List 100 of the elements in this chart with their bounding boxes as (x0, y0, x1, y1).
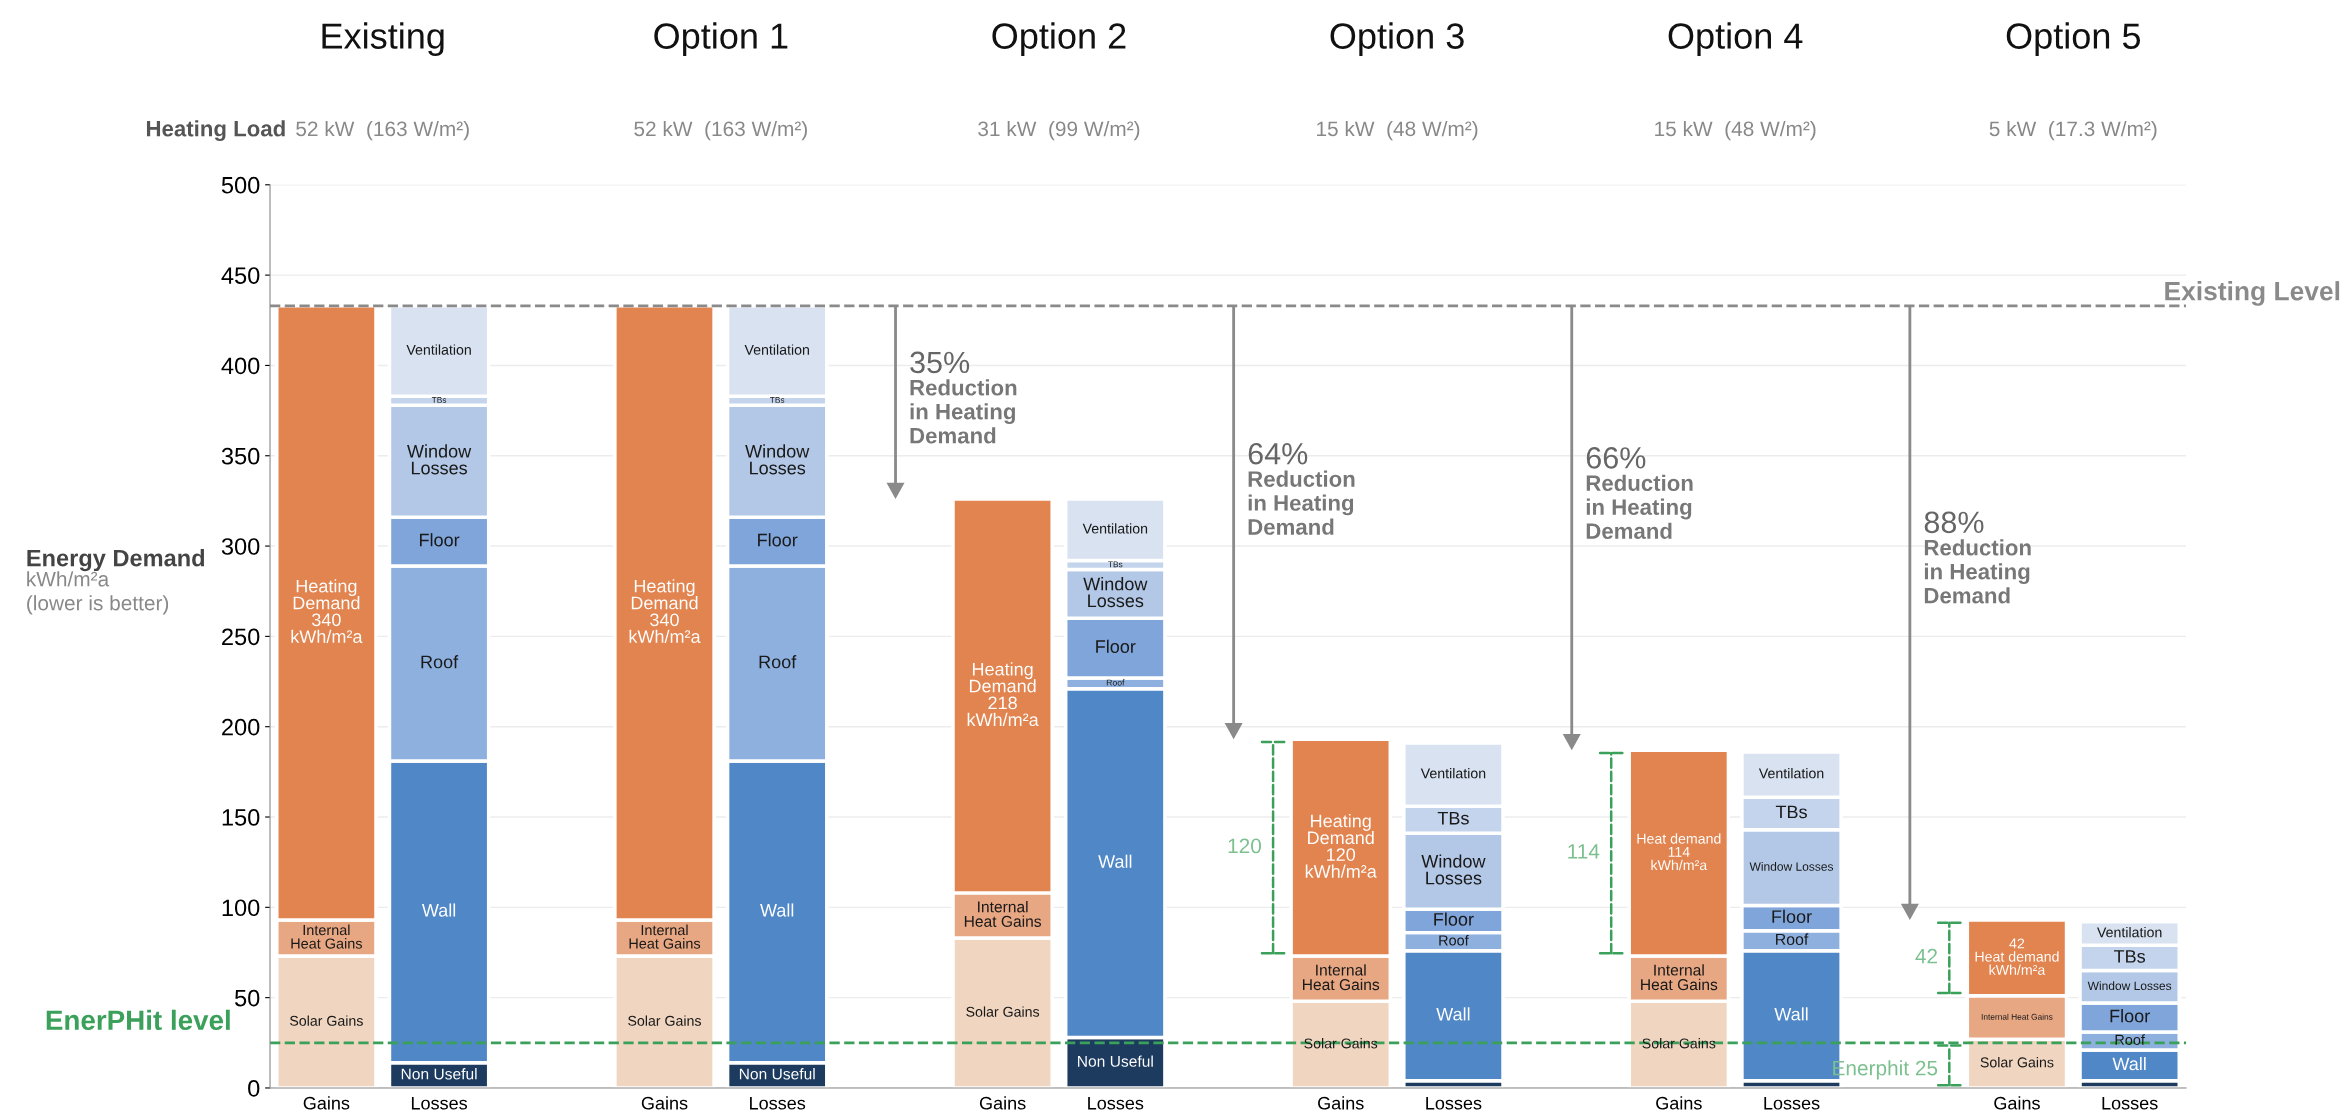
x-tick-label: Gains (979, 1096, 1026, 1110)
data-label: Wall (421, 903, 456, 917)
data-label: Ventilation (1082, 523, 1148, 534)
y-tick-label: 350 (221, 447, 260, 465)
data-label: Ventilation (744, 344, 809, 355)
x-tick-label: Gains (641, 1096, 688, 1110)
annotation: 64% Reduction in Heating Demand (1248, 442, 1355, 535)
data-label: Internal Heat Gains (291, 924, 362, 949)
x-tick-label: Losses (1764, 1096, 1820, 1110)
data-label: Wall (1774, 1007, 1808, 1021)
text: Option 5 (2006, 22, 2141, 57)
data-label: TBs (2113, 950, 2146, 963)
data-label: Window Losses (1749, 862, 1834, 871)
y-axis-title: Energy Demand kWh/m²a (lower is better) (27, 549, 205, 615)
y-tick-label: 150 (222, 809, 260, 826)
text: Option 3 (1330, 22, 1464, 57)
text: 31 kW (99 W/m²) (978, 120, 1140, 141)
data-label: Heating Demand 340 kWh/m²a (629, 579, 701, 643)
data-label: Window Losses (745, 444, 810, 475)
data-label: TBs (1108, 561, 1123, 568)
data-label: TBs (1437, 811, 1469, 825)
y-tick-label: 200 (222, 718, 260, 736)
data-label: Floor (419, 533, 460, 547)
data-label: Internal Heat Gains (1303, 964, 1380, 991)
data-label: Window Losses (1083, 577, 1148, 608)
y-tick-label: 0 (248, 1080, 260, 1097)
y-tick-label: 100 (222, 899, 260, 917)
x-tick-label: Losses (1426, 1096, 1482, 1110)
data-label: TBs (431, 397, 447, 403)
y-tick-label: 300 (221, 538, 260, 555)
x-tick-label: Losses (1088, 1096, 1144, 1110)
data-label: Floor (1772, 909, 1812, 924)
text: 52 kW (163 W/m²) (634, 120, 807, 141)
data-label: Solar Gains (966, 1006, 1040, 1017)
text: 5 kW (17.3 W/m²) (1989, 120, 2157, 141)
data-label: Floor (758, 533, 798, 547)
ref-line-label: Existing Level (2165, 281, 2340, 306)
data-label: Ventilation (1420, 767, 1486, 779)
text: Heating Load (146, 120, 285, 142)
x-tick-label: Losses (2102, 1096, 2158, 1110)
text: Existing (322, 22, 444, 57)
text: 15 kW (48 W/m²) (1655, 120, 1816, 141)
data-label: Wall (760, 903, 794, 917)
data-label: Roof (1106, 679, 1125, 686)
data-label: Floor (1434, 912, 1474, 926)
y-tick-label: 500 (221, 176, 260, 194)
y-tick-label: 400 (221, 357, 260, 375)
text: Option 1 (654, 22, 788, 57)
data-label: Heating Demand 218 kWh/m²a (967, 662, 1039, 727)
data-label: Ventilation (1758, 767, 1824, 779)
data-label: TBs (769, 397, 785, 403)
data-label: 42 Heat demand kWh/m²a (1975, 938, 2059, 975)
ref-line-label: EnerPHit level (46, 1009, 230, 1031)
x-tick-label: Gains (1656, 1096, 1702, 1110)
annotation: 114 (1568, 844, 1600, 859)
data-label: Non Useful (401, 1068, 477, 1080)
y-tick-label: 450 (221, 267, 260, 284)
data-label: Solar Gains (290, 1015, 363, 1026)
data-label: Roof (759, 655, 797, 669)
x-tick-label: Losses (411, 1096, 468, 1110)
data-label: Wall (1098, 854, 1132, 868)
data-label: Roof (1776, 933, 1809, 946)
annotation: 42 (1915, 948, 1937, 964)
y-tick-label: 250 (222, 628, 260, 646)
text: 15 kW (48 W/m²) (1317, 120, 1478, 141)
data-label: Solar Gains (628, 1015, 701, 1026)
data-label: Heating Demand 340 kWh/m²a (291, 579, 363, 643)
annotation: 35% Reduction in Heating Demand (910, 351, 1017, 444)
data-label: Internal Heat Gains (964, 900, 1042, 927)
x-tick-label: Losses (750, 1096, 806, 1110)
data-label: Ventilation (2097, 926, 2162, 938)
data-label: Roof (421, 655, 459, 669)
y-tick-label: 50 (234, 989, 260, 1007)
data-label: Floor (1096, 639, 1136, 653)
data-label: Non Useful (1078, 1055, 1153, 1067)
data-label: Window Losses (2087, 981, 2172, 991)
text: 52 kW (163 W/m²) (296, 120, 469, 141)
data-label: Internal Heat Gains (1981, 1013, 2053, 1020)
x-tick-label: Gains (303, 1096, 350, 1110)
annotation: 66% Reduction in Heating Demand (1586, 447, 1693, 539)
data-label: Internal Heat Gains (629, 924, 701, 949)
text: Option 2 (992, 22, 1126, 57)
data-label: Internal Heat Gains (1641, 964, 1718, 991)
data-label: Window Losses (1421, 854, 1486, 885)
data-label: Heating Demand 120 kWh/m²a (1305, 814, 1377, 878)
data-label: Floor (2110, 1009, 2150, 1023)
x-tick-label: Gains (1994, 1096, 2040, 1110)
text: Option 4 (1668, 22, 1803, 57)
data-label: Wall (2112, 1056, 2146, 1071)
data-label: Non Useful (739, 1068, 815, 1080)
annotation: 88% Reduction in Heating Demand (1924, 511, 2031, 604)
data-label: Roof (1439, 934, 1469, 946)
data-label: TBs (1775, 805, 1807, 819)
annotation: 120 (1228, 838, 1261, 854)
data-label: Wall (1436, 1007, 1470, 1021)
data-label: Heat demand 114 kWh/m²a (1637, 833, 1721, 871)
data-label: Solar Gains (1980, 1056, 2054, 1068)
x-tick-label: Gains (1318, 1096, 1364, 1110)
data-label: Ventilation (406, 344, 471, 355)
data-label: Window Losses (407, 444, 472, 475)
